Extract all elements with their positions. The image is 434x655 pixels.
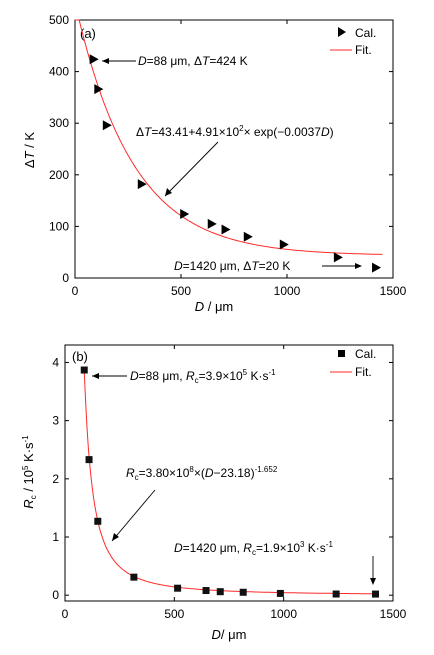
x-tick-label-a: 1500 bbox=[380, 284, 407, 298]
annotation-rc-d1420: D=1420 μm, Rc=1.9×103 K·s-1 bbox=[174, 540, 333, 557]
fit-curve-b bbox=[83, 370, 376, 595]
panel-a-x-axis-title: D / μm bbox=[195, 299, 234, 314]
panel-b-chart: (b) 0 500 1000 1500 0 1 2 3 4 Cal. Fit. D=88 μm,… bbox=[21, 344, 407, 642]
legend-marker-cal bbox=[338, 27, 346, 37]
legend-label-fit: Fit. bbox=[355, 43, 372, 57]
arrow-rc-fit-equation bbox=[111, 489, 156, 542]
annotation-rc-d88: D=88 μm, Rc=3.9×105 K·s-1 bbox=[130, 368, 276, 385]
y-tick-label-b: 4 bbox=[52, 355, 59, 369]
data-point bbox=[372, 262, 382, 273]
data-point bbox=[94, 517, 102, 525]
data-point bbox=[243, 231, 253, 242]
arrowhead-d1420 bbox=[355, 263, 362, 269]
panel-b-fit-curve bbox=[83, 370, 376, 595]
data-point bbox=[276, 589, 284, 597]
fit-curve-a bbox=[75, 19, 383, 255]
data-point bbox=[102, 120, 112, 131]
data-point bbox=[279, 239, 289, 250]
data-point bbox=[94, 84, 104, 95]
legend-label-fit-b: Fit. bbox=[355, 365, 372, 379]
data-point bbox=[372, 590, 380, 598]
y-tick-label-a: 500 bbox=[49, 13, 69, 27]
annotation-rc-fit-equation: Rc=3.80×108×(D−23.18)-1.652 bbox=[126, 465, 278, 482]
legend-label-cal-b: Cal. bbox=[355, 347, 376, 361]
data-point bbox=[207, 218, 217, 229]
data-point bbox=[221, 224, 231, 235]
arrowhead-rc-fit-equation bbox=[112, 533, 119, 541]
y-tick-label-a: 200 bbox=[49, 168, 69, 182]
arrow-fit-equation bbox=[164, 141, 219, 197]
data-point bbox=[332, 590, 340, 598]
x-tick-label-a: 1000 bbox=[274, 284, 301, 298]
y-tick-label-b: 0 bbox=[52, 588, 59, 602]
x-tick-label-b: 1000 bbox=[270, 607, 297, 621]
arrowhead-rc-d88 bbox=[92, 373, 99, 379]
panel-a-ticks: 0 500 1000 1500 0 100 200 300 400 500 bbox=[49, 13, 407, 298]
x-tick-label-a: 500 bbox=[171, 284, 191, 298]
data-point bbox=[130, 573, 138, 581]
x-tick-label-b: 500 bbox=[164, 607, 184, 621]
arrowhead-rc-d1420 bbox=[370, 578, 376, 585]
panel-b-legend: Cal. Fit. bbox=[330, 347, 376, 379]
panel-a-frame bbox=[74, 19, 394, 279]
annotation-d88: D=88 μm, ΔT=424 K bbox=[138, 54, 248, 68]
panel-b-x-axis-title: D/ μm bbox=[212, 627, 247, 642]
y-tick-label-a: 0 bbox=[62, 271, 69, 285]
arrowhead-fit-equation bbox=[165, 188, 172, 196]
panel-b-label: (b) bbox=[72, 349, 88, 364]
x-tick-label-b: 0 bbox=[62, 607, 69, 621]
panel-a-fit-curve bbox=[75, 19, 383, 255]
panel-a-y-axis-title: ΔT / K bbox=[22, 132, 37, 168]
annotation-d1420: D=1420 μm, ΔT=20 K bbox=[174, 259, 290, 273]
annotation-fit-equation: ΔT=43.41+4.91×102× exp(−0.0037D) bbox=[136, 124, 334, 139]
data-point bbox=[180, 209, 190, 220]
panel-a-annotations: D=88 μm, ΔT=424 K ΔT=43.41+4.91×102× exp… bbox=[102, 54, 362, 273]
data-point bbox=[89, 54, 99, 65]
y-tick-label-a: 400 bbox=[49, 65, 69, 79]
y-tick-label-b: 2 bbox=[52, 472, 59, 486]
data-point bbox=[174, 584, 182, 592]
y-tick-label-a: 100 bbox=[49, 219, 69, 233]
data-point bbox=[216, 588, 224, 596]
panel-a-data-points bbox=[89, 54, 382, 273]
y-tick-label-b: 3 bbox=[52, 414, 59, 428]
panel-b-ticks: 0 500 1000 1500 0 1 2 3 4 bbox=[52, 345, 407, 621]
y-tick-label-a: 300 bbox=[49, 116, 69, 130]
panel-b-frame bbox=[64, 344, 394, 602]
legend-label-cal: Cal. bbox=[355, 26, 376, 40]
panel-a-legend: Cal. Fit. bbox=[330, 26, 376, 57]
panel-b-annotations: D=88 μm, Rc=3.9×105 K·s-1 Rc=3.80×108×(D… bbox=[92, 368, 376, 585]
legend-marker-cal-b bbox=[338, 350, 345, 357]
data-point bbox=[239, 588, 247, 596]
arrowhead-d88 bbox=[102, 58, 109, 64]
x-tick-label-a: 0 bbox=[72, 284, 79, 298]
panel-b-data-points bbox=[80, 366, 380, 598]
data-point bbox=[333, 252, 343, 263]
data-point bbox=[202, 587, 210, 595]
data-point bbox=[85, 456, 93, 464]
x-tick-label-b: 1500 bbox=[380, 607, 407, 621]
panel-b-y-axis-title: Rc / 105 K·s-1 bbox=[21, 435, 38, 509]
y-tick-label-b: 1 bbox=[52, 530, 59, 544]
data-point bbox=[80, 366, 88, 374]
data-point bbox=[137, 179, 147, 190]
